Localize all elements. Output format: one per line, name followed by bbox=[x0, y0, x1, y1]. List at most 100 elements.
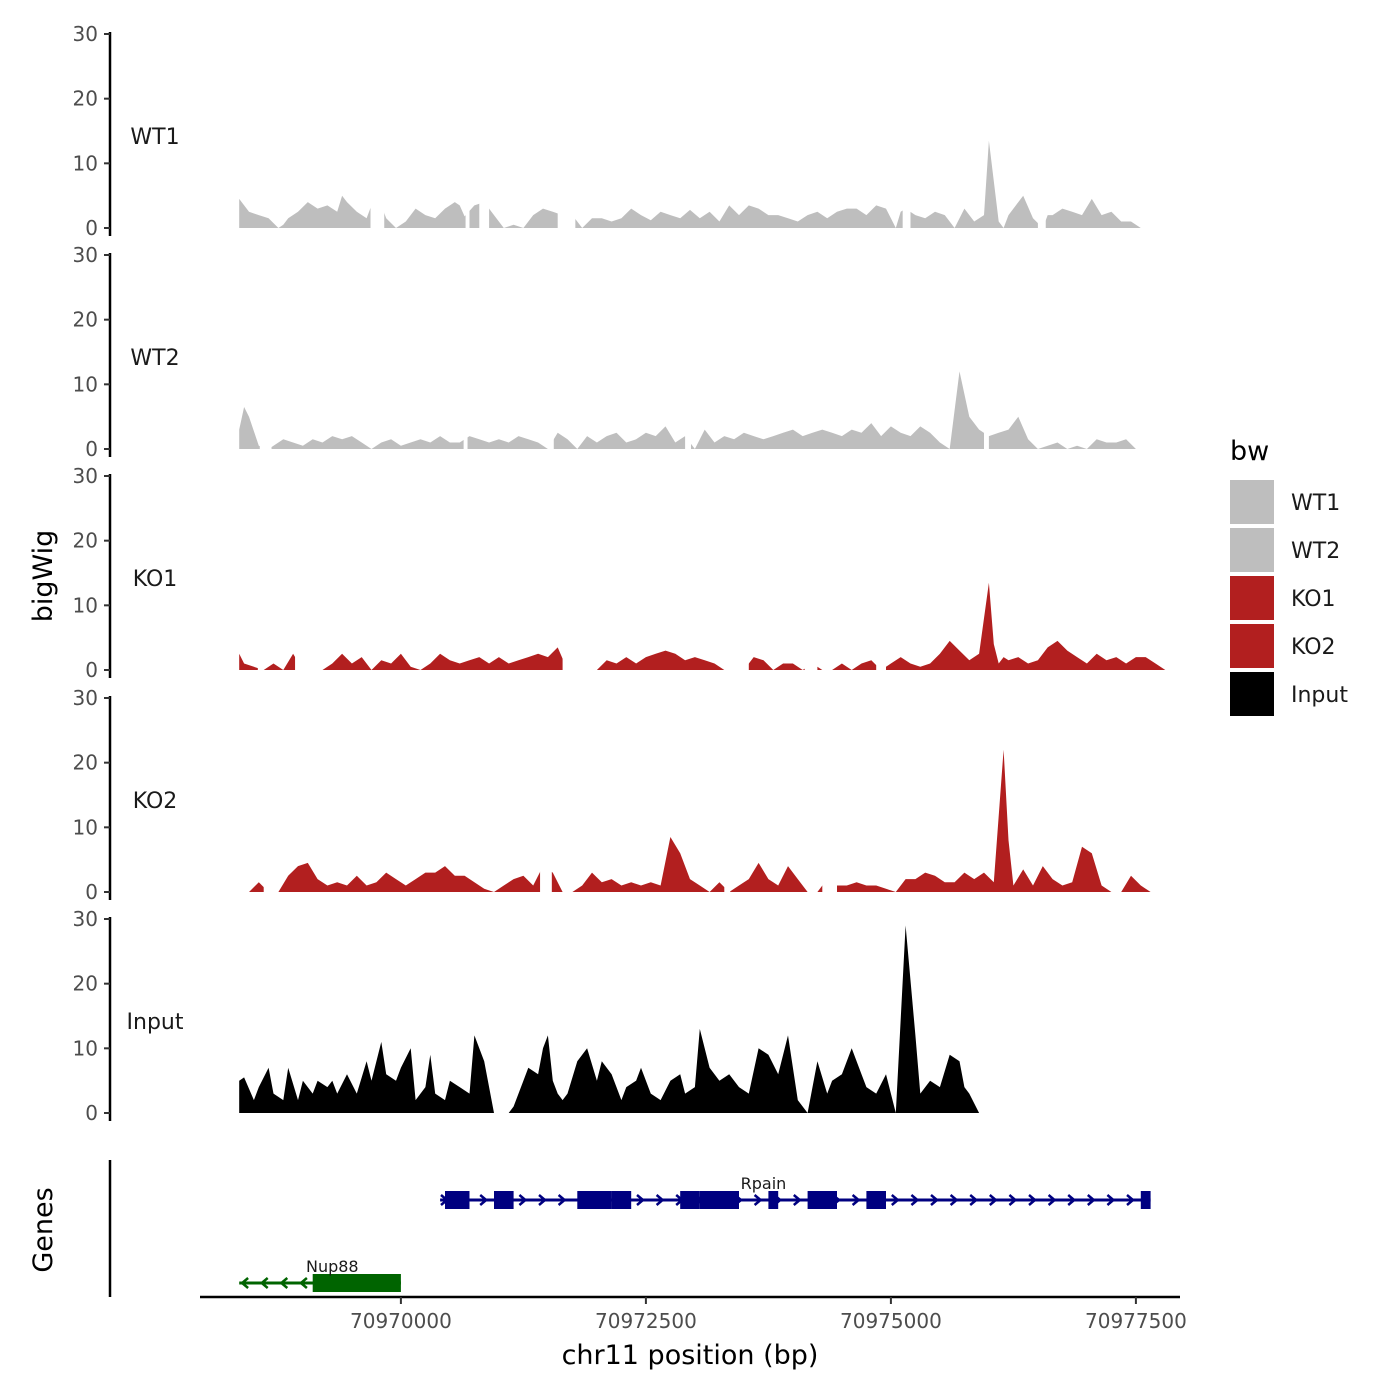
legend-key-wt2 bbox=[1230, 528, 1274, 572]
legend-label: WT1 bbox=[1291, 491, 1340, 516]
exon bbox=[445, 1191, 470, 1209]
x-axis-title: chr11 position (bp) bbox=[562, 1340, 819, 1371]
strand-arrow bbox=[753, 1194, 763, 1206]
strand-arrow bbox=[1047, 1194, 1057, 1206]
legend-key-wt1 bbox=[1230, 480, 1274, 524]
strand-arrow bbox=[1028, 1194, 1037, 1206]
strand-arrow bbox=[1106, 1194, 1116, 1206]
coverage-gap bbox=[1037, 34, 1046, 230]
coverage-gap bbox=[463, 255, 468, 451]
y-tick-label: 0 bbox=[85, 216, 98, 240]
strand-arrow bbox=[969, 1194, 979, 1206]
legend-label: KO1 bbox=[1291, 587, 1336, 612]
y-tick-label: 10 bbox=[73, 815, 98, 839]
coverage-gap bbox=[724, 698, 731, 894]
exon bbox=[312, 1274, 401, 1292]
track-label: KO1 bbox=[133, 567, 178, 592]
coverage-gap bbox=[295, 476, 307, 672]
strand-arrow bbox=[1067, 1194, 1077, 1206]
coverage-gap bbox=[902, 34, 911, 230]
track-ko1: 0 10 20 30 KO1 bbox=[73, 464, 1166, 682]
strand-arrow bbox=[240, 1277, 249, 1289]
exon bbox=[699, 1191, 739, 1209]
area-ko2 bbox=[239, 749, 1161, 892]
legend-label: KO2 bbox=[1291, 635, 1336, 660]
legend: bw WT1 WT2 KO1 KO2 Input bbox=[1230, 436, 1348, 716]
area-input bbox=[239, 925, 1166, 1113]
exon bbox=[807, 1191, 837, 1209]
coverage-gap bbox=[685, 255, 691, 451]
area-wt1 bbox=[239, 140, 1171, 228]
track-label: WT1 bbox=[130, 125, 179, 150]
track-label: KO2 bbox=[133, 789, 178, 814]
y-tick-label: 10 bbox=[73, 372, 98, 396]
genes-axis-title: Genes bbox=[28, 1187, 59, 1272]
y-tick-label: 20 bbox=[73, 751, 98, 775]
x-tick-label: 70975000 bbox=[840, 1309, 942, 1333]
coverage-gap bbox=[876, 476, 886, 672]
y-tick-label: 30 bbox=[73, 243, 98, 267]
gene-label: Rpain bbox=[741, 1174, 787, 1193]
strand-arrow bbox=[851, 1194, 861, 1206]
y-tick-label: 30 bbox=[73, 907, 98, 931]
y-axis-title: bigWig bbox=[28, 530, 59, 623]
legend-key-ko1 bbox=[1230, 576, 1274, 620]
coverage-gap bbox=[729, 476, 749, 672]
strand-arrow bbox=[930, 1194, 939, 1206]
strand-arrow bbox=[636, 1194, 645, 1206]
x-tick-label: 70972500 bbox=[595, 1309, 697, 1333]
coverage-gap bbox=[257, 476, 264, 672]
y-tick-label: 20 bbox=[73, 87, 98, 111]
y-tick-label: 0 bbox=[85, 880, 98, 904]
strand-arrow bbox=[538, 1194, 547, 1206]
x-axis: 70970000 70972500 70975000 70977500 bbox=[200, 1295, 1187, 1333]
gene-label: Nup88 bbox=[306, 1257, 359, 1276]
coverage-gap bbox=[263, 698, 278, 894]
coverage-gap bbox=[465, 34, 470, 230]
track-wt1: 0 10 20 30 WT1 bbox=[73, 22, 1171, 240]
strand-arrow bbox=[479, 1194, 489, 1206]
strand-arrow bbox=[890, 1194, 900, 1206]
strand-arrow bbox=[1008, 1194, 1018, 1206]
coverage-gap bbox=[822, 698, 837, 894]
y-tick-label: 0 bbox=[85, 658, 98, 682]
bigwig-tracks: 0 10 20 30 WT1 0 10 20 30 WT2 0 10 20 30 KO1 0 10 20 30 KO2… bbox=[73, 22, 1171, 1125]
y-tick-label: 30 bbox=[73, 686, 98, 710]
strand-arrow bbox=[518, 1194, 528, 1206]
strand-arrow bbox=[279, 1277, 289, 1289]
strand-arrow bbox=[298, 1277, 308, 1289]
coverage-gap bbox=[234, 698, 248, 894]
coverage-gap bbox=[370, 34, 385, 230]
strand-arrow bbox=[259, 1277, 269, 1289]
y-tick-label: 0 bbox=[85, 1101, 98, 1125]
exon bbox=[577, 1191, 612, 1209]
gene-nup88: Nup88 bbox=[239, 1257, 401, 1292]
strand-arrow bbox=[1126, 1194, 1135, 1206]
strand-arrow bbox=[792, 1194, 802, 1206]
exon bbox=[611, 1191, 632, 1209]
exon bbox=[768, 1191, 779, 1209]
x-tick-label: 70970000 bbox=[350, 1309, 452, 1333]
exon bbox=[680, 1191, 700, 1209]
legend-title: bw bbox=[1230, 436, 1269, 467]
strand-arrow bbox=[655, 1194, 665, 1206]
coverage-gap bbox=[540, 698, 552, 894]
x-tick-label: 70977500 bbox=[1085, 1309, 1187, 1333]
y-tick-label: 30 bbox=[73, 22, 98, 46]
exon bbox=[1140, 1191, 1151, 1209]
legend-key-input bbox=[1230, 672, 1274, 716]
legend-label: Input bbox=[1291, 683, 1348, 708]
strand-arrow bbox=[1086, 1194, 1096, 1206]
track-ko2: 0 10 20 30 KO2 bbox=[73, 686, 1161, 904]
y-tick-label: 10 bbox=[73, 1036, 98, 1060]
legend-label: WT2 bbox=[1291, 539, 1340, 564]
coverage-gap bbox=[984, 255, 989, 451]
coverage-gap bbox=[562, 476, 597, 672]
area-wt2 bbox=[239, 371, 1171, 449]
area-ko1 bbox=[239, 582, 1166, 670]
genes-track: Rpain Nup88 bbox=[108, 1160, 1151, 1297]
y-tick-label: 20 bbox=[73, 972, 98, 996]
coverage-gap bbox=[479, 34, 490, 230]
track-label: Input bbox=[127, 1010, 184, 1035]
